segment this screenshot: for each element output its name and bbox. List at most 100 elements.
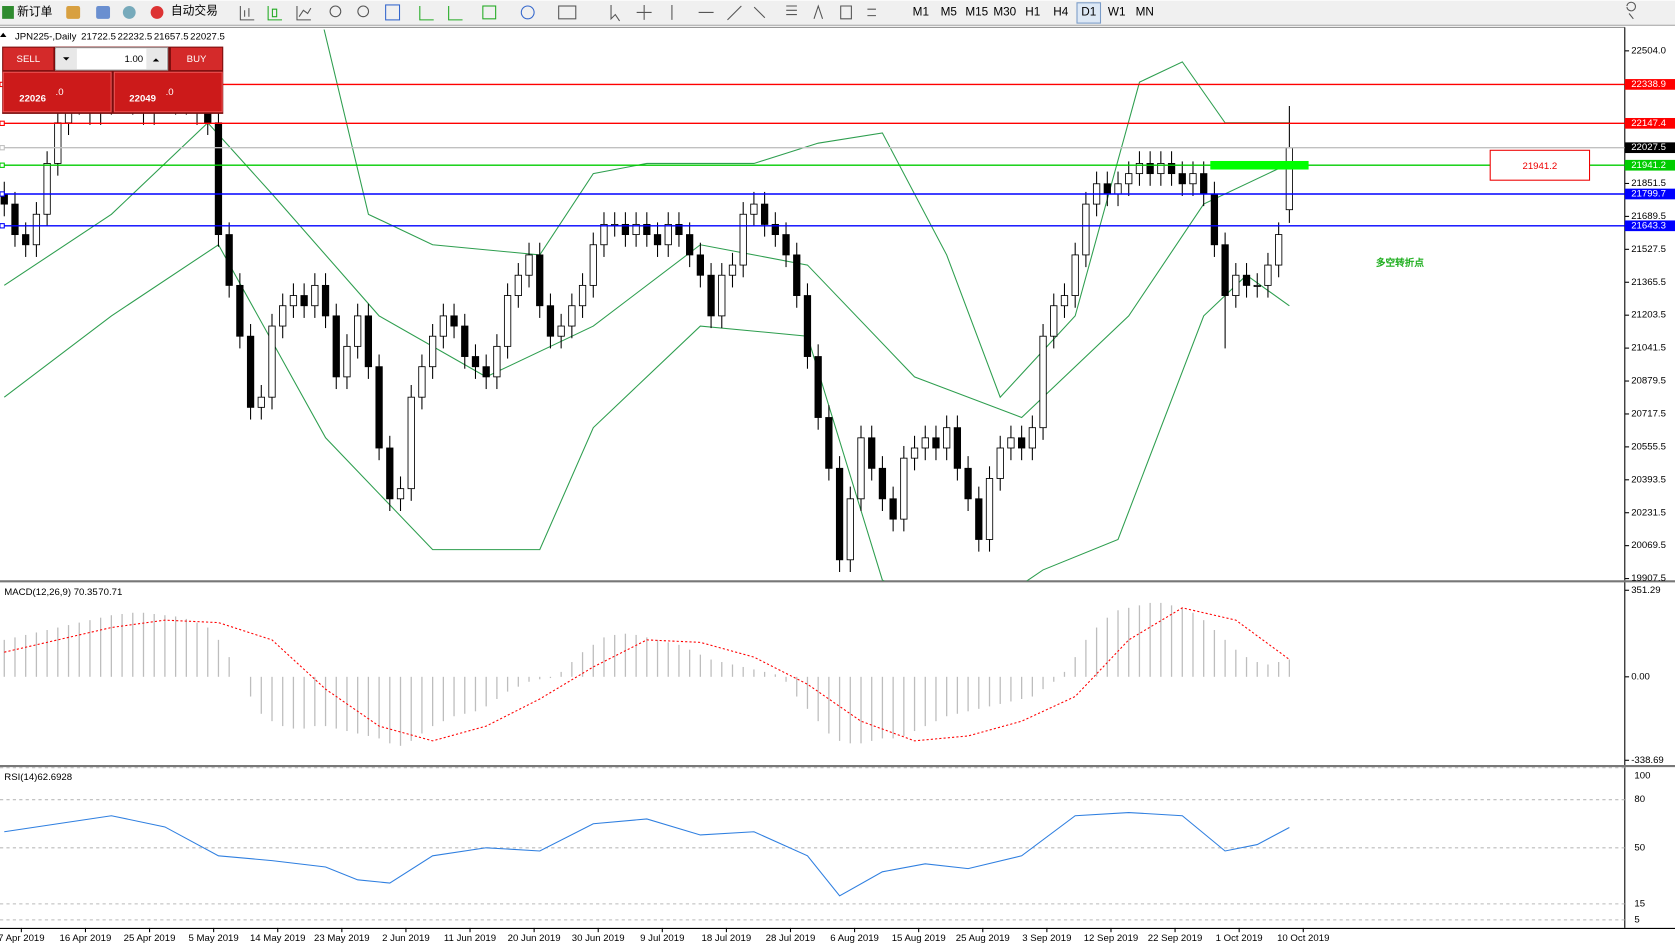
rsi-tick-label: 15	[1634, 898, 1645, 909]
toolbar-icon[interactable]	[66, 6, 81, 19]
toolbar-background	[0, 0, 1675, 26]
candle-body	[771, 223, 779, 236]
x-tick-label: 3 Sep 2019	[1022, 933, 1071, 944]
buy-price-box[interactable]	[113, 71, 223, 113]
line-chart-icon[interactable]	[296, 6, 312, 21]
timeframe-button[interactable]: M1	[913, 6, 929, 19]
buy-price-fraction[interactable]: .0	[166, 87, 174, 98]
candle-body	[343, 345, 351, 378]
candle-body	[750, 203, 758, 215]
buy-button[interactable]	[170, 47, 223, 71]
price-level-label: 22147.4	[1631, 118, 1666, 129]
active-timeframe	[1076, 2, 1102, 24]
zoom-out-icon[interactable]	[357, 5, 370, 18]
search-icon[interactable]	[1626, 1, 1636, 20]
candle-body	[1103, 183, 1111, 195]
macd-tick-label: -338.69	[1631, 755, 1664, 766]
candle-body	[1178, 173, 1186, 185]
sell-label[interactable]: SELL	[17, 54, 41, 65]
price-level-label: 21799.7	[1631, 189, 1666, 200]
drawing-tools[interactable]	[610, 4, 876, 22]
candle-body	[503, 295, 512, 347]
tile-icon[interactable]	[385, 4, 401, 21]
zoom-in-icon[interactable]	[329, 5, 342, 18]
candle-body	[514, 274, 522, 296]
candle-body	[1157, 163, 1165, 175]
candle-body	[1050, 305, 1058, 337]
volume-value[interactable]: 1.00	[124, 54, 143, 65]
candle-body	[439, 315, 447, 337]
x-tick-label: 23 May 2019	[314, 933, 370, 944]
y-tick-label: 20069.5	[1631, 540, 1666, 551]
scroll-icon[interactable]	[419, 6, 463, 21]
auto-trading-button[interactable]: 自动交易	[171, 3, 218, 17]
candle-body	[1189, 173, 1197, 185]
price-level-end	[0, 223, 5, 229]
timeframe-button[interactable]: W1	[1108, 6, 1126, 19]
new-order-icon[interactable]	[2, 6, 14, 19]
timeframe-button[interactable]: M15	[965, 6, 988, 19]
new-order-button[interactable]: 新订单	[17, 5, 52, 19]
bar-chart-icon[interactable]	[239, 6, 255, 21]
candle-body	[686, 234, 694, 256]
chart-symbol: JPN225-,Daily	[15, 32, 77, 43]
sell-button[interactable]	[3, 47, 54, 71]
volume-increase-arrow	[152, 58, 160, 62]
macd-tick-label: 0.00	[1631, 671, 1650, 682]
candle-body	[985, 478, 994, 540]
x-tick-label: 25 Aug 2019	[956, 933, 1010, 944]
timeframe-button[interactable]: D1	[1081, 6, 1096, 19]
candle-body	[643, 223, 651, 236]
candle-body	[1028, 427, 1036, 449]
x-tick-label: 15 Aug 2019	[892, 933, 946, 944]
candle-body	[953, 427, 962, 469]
x-tick-label: 20 Jun 2019	[508, 933, 561, 944]
periods-icon[interactable]	[520, 5, 535, 20]
x-tick-label: 6 Aug 2019	[830, 933, 879, 944]
candle-body	[1146, 163, 1154, 175]
x-tick-label: 22 Sep 2019	[1148, 933, 1203, 944]
buy-label[interactable]: BUY	[187, 54, 207, 65]
buy-price[interactable]: 22049	[129, 93, 156, 104]
x-tick-label: 1 Oct 2019	[1216, 933, 1263, 944]
timeframe-button[interactable]: M5	[941, 6, 958, 19]
level-annotation-box	[1489, 149, 1591, 181]
x-tick-label: 5 May 2019	[189, 933, 239, 944]
candle-body	[1125, 173, 1133, 185]
x-tick-label: 28 Jul 2019	[766, 933, 816, 944]
timeframe-button[interactable]: MN	[1136, 6, 1154, 19]
candle-body	[739, 213, 747, 266]
rsi-tick-label: 80	[1634, 794, 1645, 805]
candle-body	[964, 467, 972, 500]
panel-toggle[interactable]	[0, 32, 7, 37]
candle-body	[311, 284, 319, 307]
candle-body	[246, 335, 255, 408]
y-tick-label: 21365.5	[1631, 277, 1666, 288]
timeframe-button[interactable]: H1	[1025, 6, 1040, 19]
candle-body	[22, 234, 30, 246]
indicators-icon[interactable]	[482, 5, 497, 20]
sell-price[interactable]: 22026	[19, 93, 46, 104]
templates-icon[interactable]	[558, 5, 577, 20]
toolbar-icon[interactable]	[96, 6, 111, 19]
auto-trading-icon[interactable]	[150, 6, 164, 19]
candle-body	[718, 274, 726, 317]
x-tick-label: 9 Jul 2019	[640, 933, 684, 944]
candle-body	[225, 234, 233, 286]
y-tick-label: 21527.5	[1631, 244, 1666, 255]
toolbar-icon[interactable]	[122, 6, 136, 19]
timeframe-button[interactable]: M30	[993, 6, 1016, 19]
sell-price-fraction[interactable]: .0	[56, 87, 64, 98]
candle-body	[43, 163, 51, 215]
candle-chart-icon[interactable]	[267, 6, 283, 21]
sell-price-box[interactable]	[2, 71, 112, 113]
candle-body	[1071, 254, 1079, 296]
price-level-tag	[1624, 159, 1675, 171]
candle-body	[1285, 147, 1293, 211]
volume-decrease-arrow	[63, 57, 70, 61]
candle-body	[1200, 173, 1208, 195]
candle-body	[943, 427, 951, 449]
toolbar: 新订单 自动交易 M1 M5 M15 M30 H1 H4 D1 W1 MN	[0, 0, 1675, 26]
timeframe-button[interactable]: H4	[1053, 6, 1068, 19]
rsi-value: 62.6928	[37, 772, 72, 783]
